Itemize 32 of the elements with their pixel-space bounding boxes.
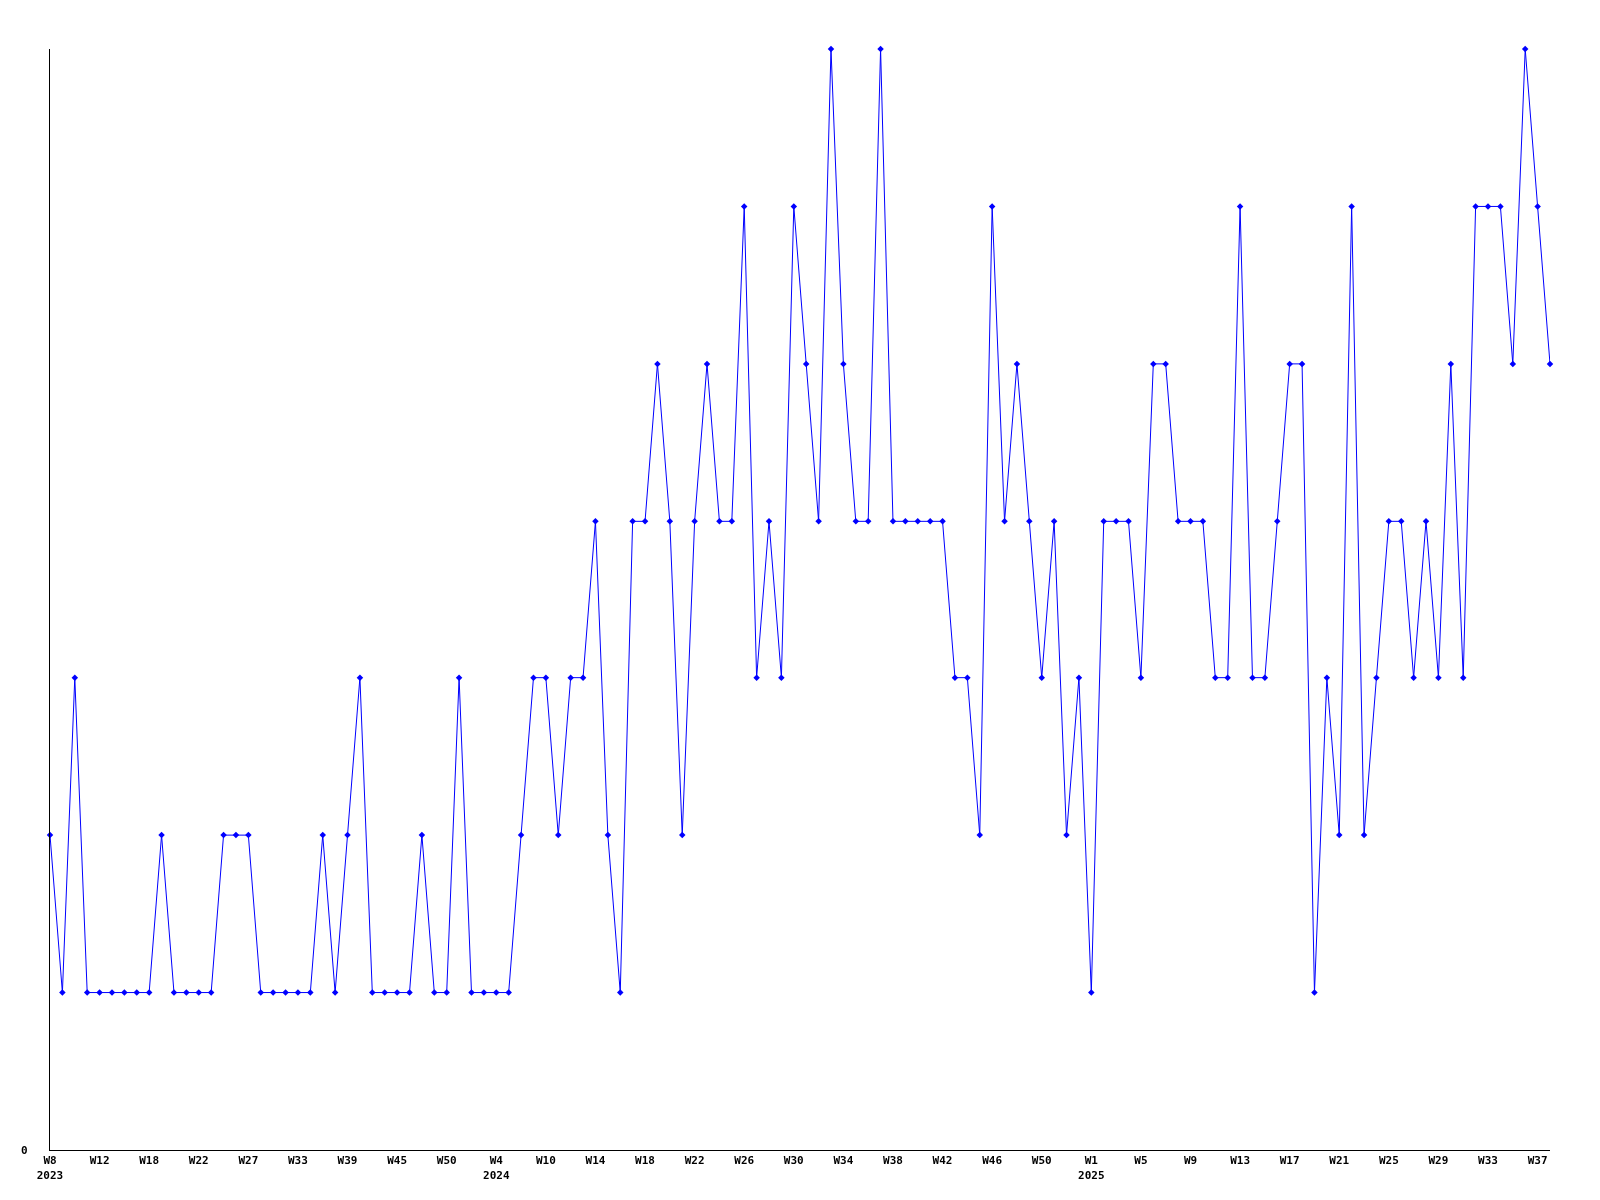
text: 0	[21, 1144, 28, 1157]
x-tick-label: W29	[1428, 1154, 1449, 1168]
x-tick-label: W22	[684, 1154, 705, 1168]
x-tick-label: W18	[139, 1154, 160, 1168]
x-tick-label: W27	[238, 1154, 259, 1168]
x-tick-label: W13	[1230, 1154, 1251, 1168]
x-tick-label: W4 2024	[483, 1154, 510, 1182]
x-tick-label: W33	[287, 1154, 308, 1168]
x-tick-label: W22	[188, 1154, 209, 1168]
x-tick-label: W50	[1031, 1154, 1052, 1168]
x-tick-label: W25	[1378, 1154, 1399, 1168]
x-tick-label: W10	[535, 1154, 556, 1168]
x-tick-label: W39	[337, 1154, 358, 1168]
x-tick-label: W46	[982, 1154, 1003, 1168]
x-tick-label: W38	[883, 1154, 903, 1168]
x-tick-label: W42	[932, 1154, 953, 1168]
x-tick-label: W30	[783, 1154, 804, 1168]
x-tick-label: W12	[89, 1154, 110, 1168]
x-tick-label: W1 2025	[1078, 1154, 1105, 1182]
x-tick-label: W45	[387, 1154, 408, 1168]
x-tick-label: W8 2023	[36, 1154, 64, 1182]
x-tick-label: W50	[436, 1154, 457, 1168]
x-tick-label: W26	[734, 1154, 755, 1168]
x-tick-label: W21	[1329, 1154, 1350, 1168]
x-tick-label: W18	[635, 1154, 655, 1168]
x-tick-label: W33	[1478, 1154, 1498, 1168]
x-tick-label: W34	[833, 1154, 854, 1168]
x-tick-label: W5	[1134, 1154, 1148, 1168]
x-tick-label: W37	[1527, 1154, 1548, 1168]
x-tick-label: W17	[1279, 1154, 1300, 1168]
x-tick-label: W14	[585, 1154, 606, 1168]
x-tick-label: W9	[1183, 1154, 1198, 1168]
